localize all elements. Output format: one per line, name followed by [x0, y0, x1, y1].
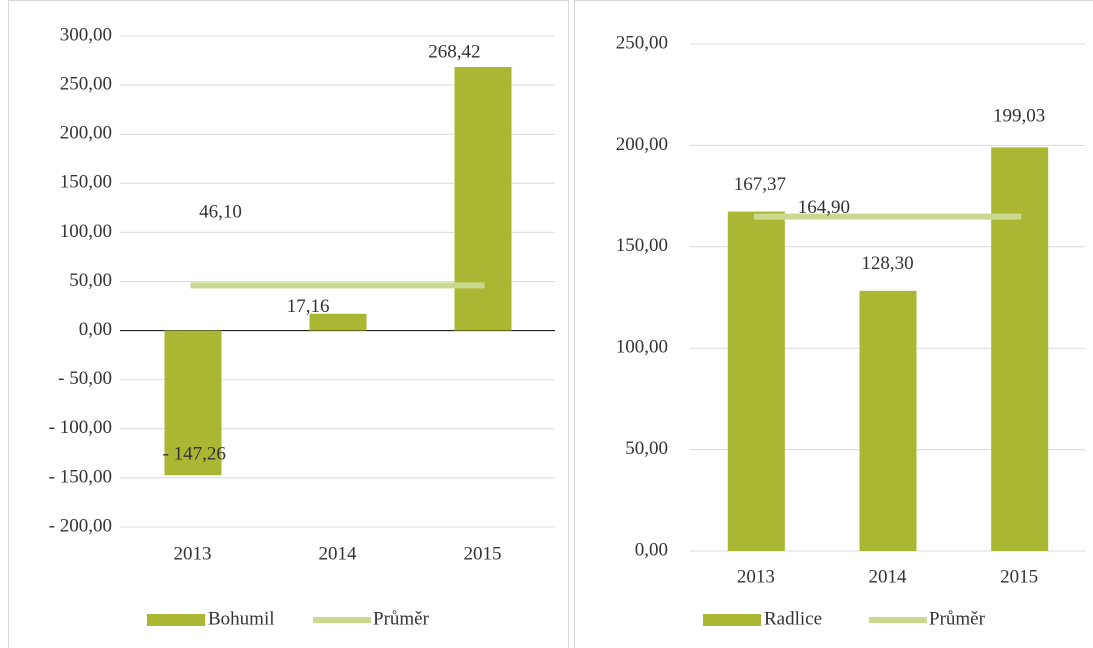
y-tick-label: 0,00 — [79, 319, 112, 340]
y-tick-label: 200,00 — [60, 123, 112, 144]
y-tick-label: - 150,00 — [49, 466, 112, 487]
y-tick-label: - 200,00 — [49, 515, 112, 536]
y-tick-label: 50,00 — [625, 438, 668, 459]
legend-label: Radlice — [764, 608, 822, 629]
data-label: - 147,26 — [163, 444, 226, 465]
x-tick-label: 2013 — [174, 543, 212, 564]
x-tick-label: 2013 — [737, 566, 775, 587]
chart-border — [574, 0, 1093, 648]
y-tick-label: 0,00 — [635, 539, 668, 560]
bar — [454, 67, 512, 331]
x-tick-label: 2014 — [869, 566, 908, 587]
data-label: 268,42 — [428, 41, 480, 62]
y-tick-label: 100,00 — [616, 337, 668, 358]
chart-border — [8, 0, 569, 648]
legend-label: Bohumil — [208, 608, 275, 629]
data-label: 199,03 — [993, 106, 1045, 127]
x-tick-label: 2014 — [319, 543, 358, 564]
y-tick-label: 100,00 — [60, 221, 112, 242]
bar — [859, 290, 917, 551]
y-tick-label: 50,00 — [69, 270, 112, 291]
y-tick-label: 150,00 — [616, 235, 668, 256]
bar — [727, 211, 785, 551]
legend-label: Průměr — [373, 608, 430, 629]
x-tick-label: 2015 — [1000, 566, 1038, 587]
y-tick-label: - 50,00 — [58, 368, 112, 389]
legend-swatch — [703, 614, 761, 626]
data-label: 46,10 — [199, 202, 242, 223]
bar — [309, 313, 367, 331]
data-label: 128,30 — [861, 253, 913, 274]
y-tick-label: - 100,00 — [49, 417, 112, 438]
y-tick-label: 250,00 — [60, 73, 112, 94]
legend-swatch — [147, 614, 205, 626]
x-tick-label: 2015 — [464, 543, 502, 564]
data-label: 164,90 — [798, 197, 850, 218]
y-tick-label: 200,00 — [616, 134, 668, 155]
y-tick-label: 250,00 — [616, 32, 668, 53]
legend-label: Průměr — [929, 608, 986, 629]
data-label: 167,37 — [734, 174, 786, 195]
y-tick-label: 300,00 — [60, 24, 112, 45]
bar — [164, 330, 222, 476]
data-label: 17,16 — [287, 296, 330, 317]
bar — [991, 147, 1049, 551]
y-tick-label: 150,00 — [60, 172, 112, 193]
